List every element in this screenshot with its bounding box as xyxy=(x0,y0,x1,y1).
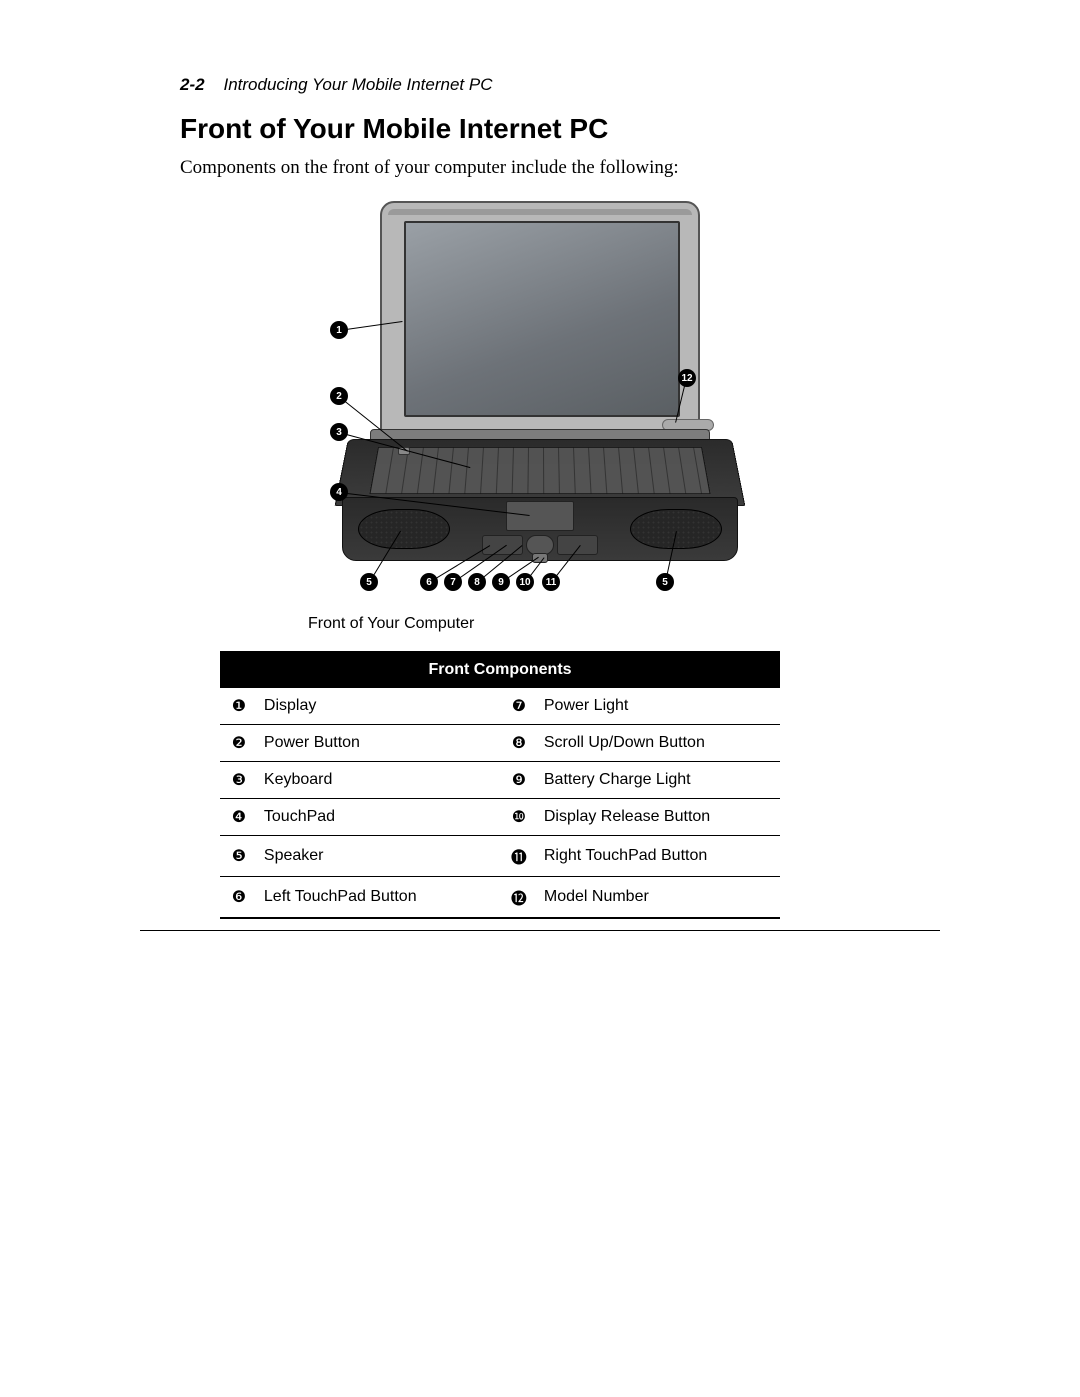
callout-5: 5 xyxy=(360,573,378,591)
page-number: 2-2 xyxy=(180,75,205,94)
table-row: ❸Keyboard❾Battery Charge Light xyxy=(220,762,780,799)
callout-9: 9 xyxy=(492,573,510,591)
running-head-text: Introducing Your Mobile Internet PC xyxy=(223,75,492,94)
speaker-left xyxy=(358,509,450,549)
table-title: Front Components xyxy=(220,653,780,688)
section-title: Front of Your Mobile Internet PC xyxy=(180,113,900,145)
component-label: Keyboard xyxy=(258,762,500,799)
table-row: ❶Display❼Power Light xyxy=(220,688,780,725)
callout-8: 8 xyxy=(468,573,486,591)
component-number: ⓫ xyxy=(500,836,538,877)
touchpad-shape xyxy=(506,501,574,531)
laptop-lid-top-edge xyxy=(388,209,692,215)
component-label: Speaker xyxy=(258,836,500,877)
component-label: TouchPad xyxy=(258,799,500,836)
speaker-right xyxy=(630,509,722,549)
laptop-lid xyxy=(380,201,700,436)
callout-7: 7 xyxy=(444,573,462,591)
component-number: ❿ xyxy=(500,799,538,836)
component-label: Power Light xyxy=(538,688,780,725)
table-title-row: Front Components xyxy=(220,653,780,688)
callout-10: 10 xyxy=(516,573,534,591)
intro-paragraph: Components on the front of your computer… xyxy=(180,157,900,179)
callout-3: 3 xyxy=(330,423,348,441)
component-number: ❶ xyxy=(220,688,258,725)
component-label: Display xyxy=(258,688,500,725)
laptop-diagram: 1234567891011512 xyxy=(330,201,750,601)
front-components-table: Front Components ❶Display❼Power Light❷Po… xyxy=(220,653,780,919)
component-number: ❹ xyxy=(220,799,258,836)
right-touchpad-button-shape xyxy=(557,535,598,555)
callout-5: 5 xyxy=(656,573,674,591)
component-number: ⓬ xyxy=(500,877,538,919)
running-header: 2-2 Introducing Your Mobile Internet PC xyxy=(180,75,900,95)
table-row: ❷Power Button❽Scroll Up/Down Button xyxy=(220,725,780,762)
component-number: ❺ xyxy=(220,836,258,877)
diagram-caption: Front of Your Computer xyxy=(308,615,900,633)
callout-12: 12 xyxy=(678,369,696,387)
component-label: Left TouchPad Button xyxy=(258,877,500,919)
component-number: ❼ xyxy=(500,688,538,725)
callout-11: 11 xyxy=(542,573,560,591)
table-row: ❻Left TouchPad Button⓬Model Number xyxy=(220,877,780,919)
callout-1: 1 xyxy=(330,321,348,339)
callout-6: 6 xyxy=(420,573,438,591)
laptop-screen xyxy=(404,221,680,417)
scroll-button-shape xyxy=(526,535,555,555)
component-number: ❾ xyxy=(500,762,538,799)
table-row: ❹TouchPad❿Display Release Button xyxy=(220,799,780,836)
component-number: ❻ xyxy=(220,877,258,919)
manual-page: 2-2 Introducing Your Mobile Internet PC … xyxy=(180,75,900,919)
footer-rule xyxy=(140,930,940,931)
component-label: Battery Charge Light xyxy=(538,762,780,799)
diagram-container: 1234567891011512 xyxy=(180,201,900,601)
component-number: ❸ xyxy=(220,762,258,799)
callout-2: 2 xyxy=(330,387,348,405)
callout-4: 4 xyxy=(330,483,348,501)
component-label: Model Number xyxy=(538,877,780,919)
component-label: Display Release Button xyxy=(538,799,780,836)
component-number: ❷ xyxy=(220,725,258,762)
component-number: ❽ xyxy=(500,725,538,762)
component-label: Scroll Up/Down Button xyxy=(538,725,780,762)
table-row: ❺Speaker⓫Right TouchPad Button xyxy=(220,836,780,877)
component-label: Right TouchPad Button xyxy=(538,836,780,877)
component-label: Power Button xyxy=(258,725,500,762)
